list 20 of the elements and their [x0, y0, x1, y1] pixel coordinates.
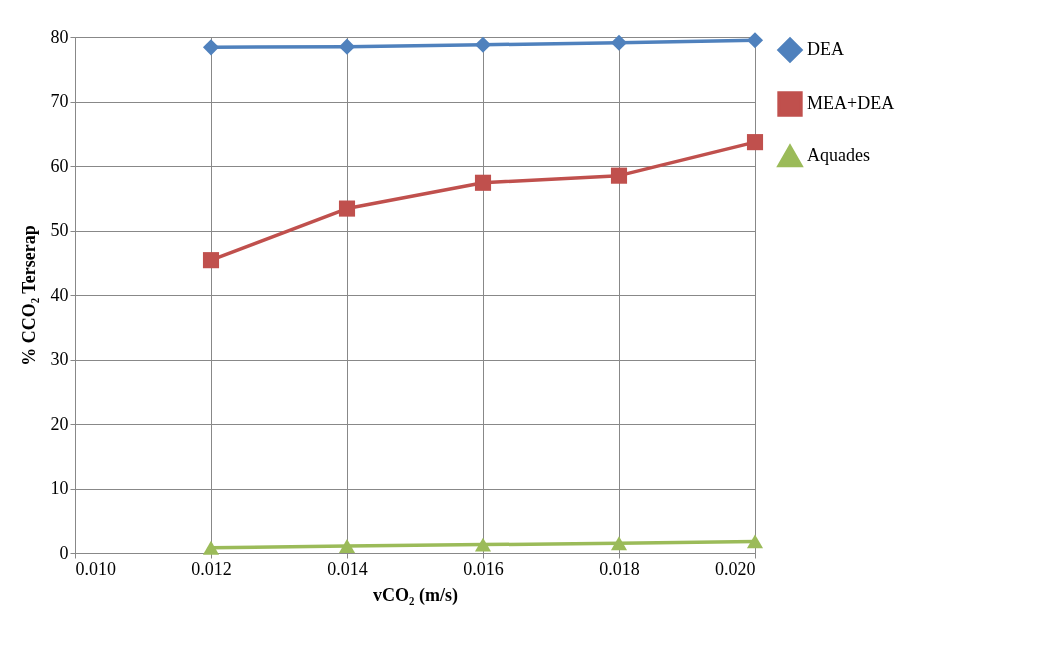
y-tick-label: 60 — [50, 155, 69, 176]
legend-label: DEA — [807, 39, 844, 59]
x-tick-label: 0.016 — [463, 558, 504, 579]
y-tick-label: 70 — [50, 91, 69, 111]
x-tick-label: 0.010 — [75, 558, 116, 579]
legend-label: Aquades — [807, 145, 870, 165]
x-tick-label: 0.018 — [599, 558, 640, 579]
x-axis-title: vCO₂ (m/s) — [373, 584, 458, 606]
y-tick-label: 50 — [50, 220, 69, 240]
x-tick-label: 0.012 — [191, 558, 232, 579]
y-tick-label: 0 — [59, 542, 69, 563]
y-tick-label: 20 — [50, 413, 69, 434]
y-tick-label: 80 — [50, 26, 69, 47]
y-tick-label: 30 — [50, 349, 69, 369]
legend-label: MEA+DEA — [807, 93, 895, 113]
y-axis-title: % CCO₂ Terserap — [18, 225, 39, 366]
y-tick-label: 10 — [50, 478, 69, 498]
x-tick-label: 0.020 — [715, 558, 756, 579]
y-tick-label: 40 — [50, 284, 69, 305]
x-tick-label: 0.014 — [327, 558, 368, 579]
